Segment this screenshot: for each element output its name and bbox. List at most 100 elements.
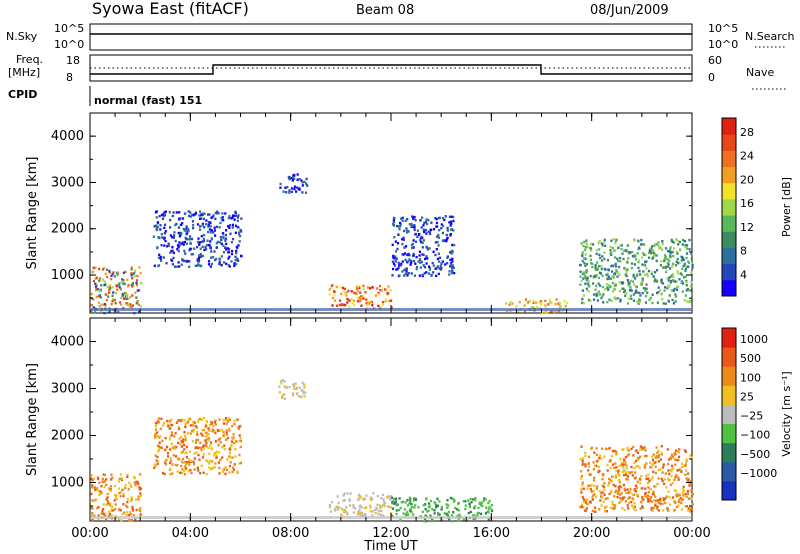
data-cell [687,509,690,512]
data-cell [615,489,618,492]
data-cell [581,496,585,499]
data-cell [342,508,345,512]
data-cell [110,303,113,306]
data-cell [604,244,607,247]
data-cell [343,492,346,495]
data-cell [399,264,402,267]
data-cell [606,301,609,304]
data-cell [383,504,386,508]
data-cell [581,254,584,258]
data-cell [583,248,587,252]
data-cell [428,266,432,270]
data-cell [118,286,121,289]
data-cell [682,282,685,285]
data-cell [556,302,560,305]
data-cell [476,511,479,515]
data-cell [305,182,308,185]
data-cell [582,270,585,274]
data-cell [678,498,681,501]
data-cell [293,387,296,390]
data-cell [386,505,390,508]
data-cell [207,437,211,440]
data-cell [411,215,414,218]
data-cell [293,177,296,181]
data-cell [410,505,413,509]
data-cell [164,239,167,243]
data-cell [666,277,669,280]
data-cell [420,240,423,244]
data-cell [659,499,662,502]
data-cell [628,496,631,499]
data-cell [644,487,647,490]
data-cell [363,512,366,516]
data-cell [446,262,449,265]
data-cell [234,455,237,458]
data-cell [639,243,643,246]
data-cell [618,290,622,293]
data-cell [365,494,368,497]
data-cell [593,476,596,479]
data-cell [633,283,636,286]
data-cell [589,258,592,261]
data-cell [646,291,649,294]
data-cell [440,266,443,270]
data-cell [636,480,639,483]
data-cell [544,311,548,314]
data-cell [172,251,175,255]
data-cell [411,246,414,250]
data-cell [156,225,159,229]
data-cell [582,240,586,244]
data-cell [621,463,625,466]
data-cell [650,496,653,499]
data-cell [363,506,366,510]
data-cell [157,450,160,453]
data-cell [664,472,667,475]
data-cell [201,254,205,258]
data-cell [659,289,662,292]
data-cell [619,244,622,247]
data-cell [124,270,127,274]
data-cell [528,299,531,303]
data-cell [587,280,590,283]
data-cell [102,480,105,484]
data-cell [449,221,453,224]
data-cell [410,272,413,275]
data-cell [234,447,237,451]
data-cell [388,498,392,501]
data-cell [185,242,188,245]
data-cell [178,265,181,268]
data-cell [650,506,653,510]
data-cell [685,280,688,284]
data-cell [296,186,299,189]
data-cell [173,231,176,234]
data-cell [580,242,583,245]
data-cell [622,257,625,261]
data-cell [95,276,98,280]
data-cell [228,471,231,474]
data-cell [527,301,530,304]
data-cell [667,469,670,472]
data-cell [450,228,453,231]
data-cell [553,311,556,314]
data-cell [232,214,235,217]
data-cell [637,464,640,468]
data-cell [157,256,161,259]
data-cell [580,470,583,473]
data-cell [160,244,163,247]
data-cell [210,250,213,253]
data-cell [421,241,424,245]
colorbar-tick-label: −500 [740,448,770,461]
data-cell [190,459,193,463]
data-cell [684,268,687,271]
data-cell [128,481,131,484]
data-cell [170,250,173,253]
data-cell [413,274,416,277]
data-cell [602,473,605,476]
y-axis-label: Slant Range [km] [25,363,40,476]
data-cell [488,505,491,509]
data-cell [303,386,306,389]
data-cell [126,500,129,504]
data-cell [587,462,590,465]
data-cell [592,461,595,464]
data-cell [661,502,665,506]
